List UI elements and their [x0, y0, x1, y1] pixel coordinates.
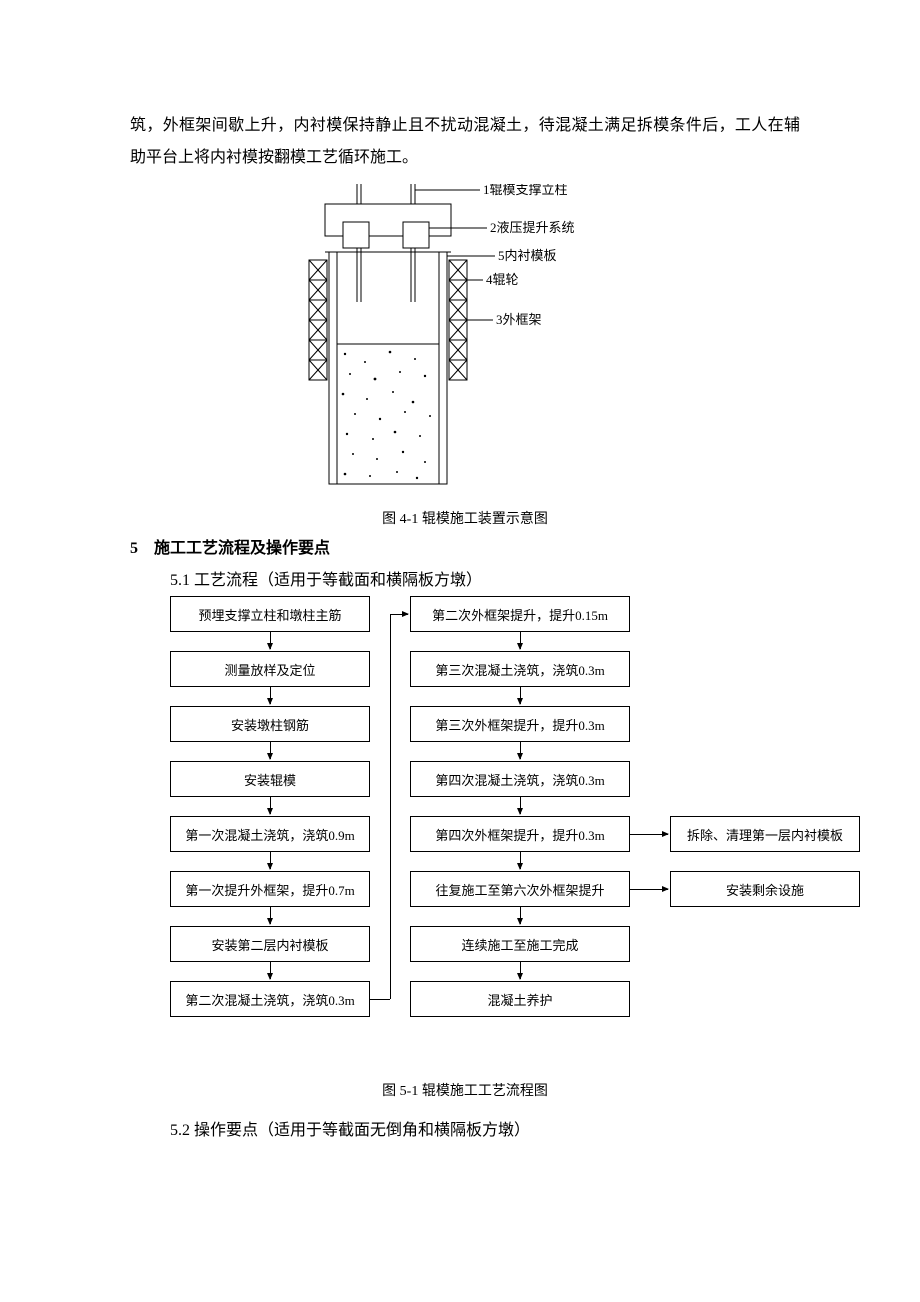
figure-4-1-caption: 图 4-1 辊模施工装置示意图: [130, 508, 800, 528]
flow-arrow: [270, 852, 271, 869]
flow-col1-2: 安装墩柱钢筋: [170, 706, 370, 742]
flow-arrow: [520, 742, 521, 759]
schem-label-3: 5内衬模板: [498, 248, 557, 263]
section-5-1: 5.1 工艺流程（适用于等截面和横隔板方墩）: [170, 566, 800, 590]
flow-arrow: [270, 687, 271, 704]
flow-arrow: [520, 852, 521, 869]
schem-label-5: 3外框架: [496, 312, 542, 327]
schem-label-2: 2液压提升系统: [490, 220, 575, 235]
flow-line: [390, 614, 391, 999]
schem-label-1: 1辊模支撑立柱: [483, 184, 568, 197]
flow-col1-3: 安装辊模: [170, 761, 370, 797]
flow-arrow: [270, 797, 271, 814]
flow-col2-0: 第二次外框架提升，提升0.15m: [410, 596, 630, 632]
flow-col2-3: 第四次混凝土浇筑，浇筑0.3m: [410, 761, 630, 797]
flow-arrow: [390, 614, 408, 615]
flow-arrow: [270, 742, 271, 759]
flow-arrow: [520, 797, 521, 814]
page: 筑，外框架间歇上升，内衬模保持静止且不扰动混凝土，待混凝土满足拆模条件后，工人在…: [0, 0, 920, 1302]
flow-col2-6: 连续施工至施工完成: [410, 926, 630, 962]
flow-col1-5: 第一次提升外框架，提升0.7m: [170, 871, 370, 907]
flow-col2-5: 往复施工至第六次外框架提升: [410, 871, 630, 907]
flow-col1-0: 预埋支撑立柱和墩柱主筋: [170, 596, 370, 632]
flow-arrow: [630, 889, 668, 890]
flow-arrow: [520, 632, 521, 649]
flow-arrow: [520, 962, 521, 979]
flow-arrow: [270, 962, 271, 979]
figure-5-1-caption: 图 5-1 辊模施工工艺流程图: [130, 1080, 800, 1100]
schematic-svg: 1辊模支撑立柱 2液压提升系统 5内衬模板 4辊轮 3外框架: [295, 184, 635, 499]
schem-label-4: 4辊轮: [486, 272, 519, 287]
flow-col2-1: 第三次混凝土浇筑，浇筑0.3m: [410, 651, 630, 687]
flow-arrow: [520, 687, 521, 704]
flow-col2-2: 第三次外框架提升，提升0.3m: [410, 706, 630, 742]
flow-col1-6: 安装第二层内衬模板: [170, 926, 370, 962]
flow-col2-4: 第四次外框架提升，提升0.3m: [410, 816, 630, 852]
flow-line: [370, 999, 390, 1000]
flow-arrow: [270, 907, 271, 924]
flow-col1-7: 第二次混凝土浇筑，浇筑0.3m: [170, 981, 370, 1017]
figure-4-1: 1辊模支撑立柱 2液压提升系统 5内衬模板 4辊轮 3外框架 图 4-1 辊模施…: [130, 184, 800, 528]
flow-col1-1: 测量放样及定位: [170, 651, 370, 687]
flow-arrow: [270, 632, 271, 649]
flowchart-5-1: 预埋支撑立柱和墩柱主筋测量放样及定位安装墩柱钢筋安装辊模第一次混凝土浇筑，浇筑0…: [150, 596, 890, 1076]
paragraph-cont: 筑，外框架间歇上升，内衬模保持静止且不扰动混凝土，待混凝土满足拆模条件后，工人在…: [130, 110, 800, 174]
flow-col3-0: 拆除、清理第一层内衬模板: [670, 816, 860, 852]
flow-col3-1: 安装剩余设施: [670, 871, 860, 907]
flow-col2-7: 混凝土养护: [410, 981, 630, 1017]
flow-arrow: [520, 907, 521, 924]
section-5-heading: 5 施工工艺流程及操作要点: [130, 534, 800, 558]
section-5-2: 5.2 操作要点（适用于等截面无倒角和横隔板方墩）: [170, 1116, 800, 1140]
flow-arrow: [630, 834, 668, 835]
flow-col1-4: 第一次混凝土浇筑，浇筑0.9m: [170, 816, 370, 852]
